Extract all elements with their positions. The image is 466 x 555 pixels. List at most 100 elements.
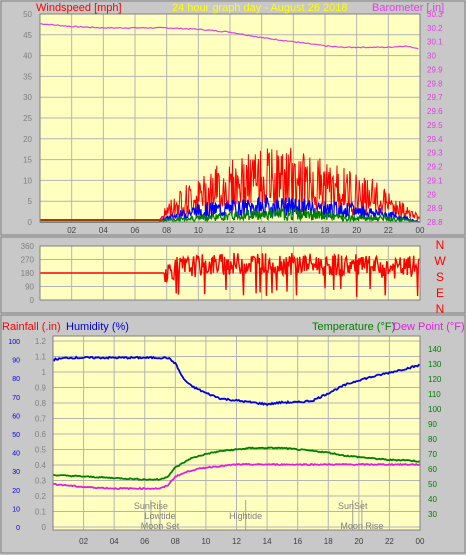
barometer-tick-label: 29.6 [427,107,443,116]
direction-plot-border [39,245,421,301]
event-label: Moon Set [141,521,180,531]
wind-x-tick-label: 08 [162,226,171,235]
humidity-tick-label: 60 [12,413,20,420]
barometer-tick-label: 29 [427,190,436,199]
humidity-label: Humidity (%) [66,321,129,333]
temperature-tick-label: 110 [428,390,441,399]
climate-x-tick-label: 14 [263,537,272,546]
wind-x-tick-label: 14 [257,226,266,235]
wind-plot-border [39,13,421,223]
climate-x-tick-label: 04 [110,537,119,546]
barometer-tick-label: 30.1 [427,38,443,47]
rainfall-tick-label: 0.4 [35,461,47,470]
humidity-tick-label: 50 [12,432,20,439]
wind-y-tick-label: 15 [23,156,32,165]
humidity-tick-label: 100 [8,339,20,346]
rainfall-tick-label: 0.1 [35,508,47,517]
climate-x-tick-label: 16 [293,537,302,546]
wind-y-tick-label: 35 [23,72,32,81]
barometer-tick-label: 29.2 [427,163,443,172]
rainfall-label: Rainfall (.in) [2,321,61,333]
climate-x-tick-label: 20 [354,537,363,546]
wind-y-tick-label: 10 [23,176,32,185]
climate-x-tick-label: 00 [416,537,425,546]
barometer-tick-label: 28.9 [427,204,443,213]
wind-x-tick-label: 18 [321,226,330,235]
barometer-tick-label: 30.2 [427,24,443,33]
barometer-tick-label: 29.4 [427,135,443,144]
barometer-tick-label: 29.8 [427,79,443,88]
wind-x-tick-label: 04 [99,226,108,235]
rainfall-tick-label: 1.2 [35,337,47,346]
wind-chart-group: 02 04 06 08 10 12 14 16 18 20 22 000510152025303540… [23,10,443,235]
temperature-tick-label: 90 [428,420,437,429]
humidity-tick-label: 80 [12,376,20,383]
temperature-tick-label: 130 [428,360,442,369]
humidity-tick-label: 40 [12,451,20,458]
barometer-tick-label: 30 [427,52,436,61]
wind-x-tick-label: 16 [289,226,298,235]
wind-y-tick-label: 25 [23,114,32,123]
rainfall-tick-label: 1 [42,368,47,377]
temperature-tick-label: 120 [428,375,442,384]
windspeed-label: Windspeed [mph] [36,2,122,14]
direction-y-tick-label: 0 [30,296,35,305]
rainfall-tick-label: 0.3 [35,477,47,486]
humidity-tick-label: 20 [12,488,20,495]
rainfall-tick-label: 0.8 [35,399,47,408]
wind-y-tick-label: 40 [23,52,32,61]
wind-y-tick-label: 5 [28,197,33,206]
dewpoint-label: Dew Point (°F) [393,321,465,333]
humidity-tick-label: 90 [12,358,20,365]
barometer-line [39,23,419,50]
barometer-tick-label: 29.1 [427,176,443,185]
wind-y-tick-label: 0 [28,218,33,227]
compass-letter: N [436,238,445,252]
barometer-tick-label: 28.8 [427,218,443,227]
wind-x-tick-label: 12 [226,226,235,235]
temperature-tick-label: 40 [428,495,437,504]
rainfall-tick-label: 0.5 [35,446,47,455]
direction-y-tick-label: 180 [21,269,35,278]
temperature-tick-label: 80 [428,435,437,444]
climate-x-tick-label: 06 [140,537,149,546]
compass-letter: E [436,286,444,300]
climate-x-tick-label: 12 [232,537,241,546]
temperature-label: Temperature (°F) [312,321,395,333]
humidity-tick-label: 0 [16,525,20,532]
barometer-label: Barometer [.in] [372,2,444,14]
rainfall-tick-label: 1.1 [35,353,47,362]
climate-x-tick-label: 02 [79,537,88,546]
humidity-tick-label: 70 [12,395,20,402]
rainfall-tick-label: 0.6 [35,430,47,439]
wind-x-tick-label: 06 [131,226,140,235]
direction-y-tick-label: 270 [21,256,35,265]
barometer-tick-label: 29.9 [427,65,443,74]
climate-x-tick-label: 22 [385,537,394,546]
compass-letter: W [434,254,446,268]
humidity-tick-label: 30 [12,469,20,476]
direction-chart-group: 0 90 180 270 360 [21,242,421,305]
event-label: SunRise [134,501,168,511]
event-label: Hightide [229,511,262,521]
compass-letter: N [436,302,445,316]
compass-letter: S [436,270,444,284]
temperature-tick-label: 70 [428,450,437,459]
barometer-tick-label: 29.7 [427,93,443,102]
climate-x-tick-label: 10 [201,537,210,546]
rainfall-tick-label: 0.2 [35,492,47,501]
direction-y-tick-label: 90 [25,283,34,292]
barometer-tick-label: 30.3 [427,10,443,19]
rainfall-tick-label: 0 [42,523,47,532]
direction-y-tick-label: 360 [21,242,35,251]
climate-plot-border [52,335,421,531]
temperature-tick-label: 50 [428,480,437,489]
wind-y-tick-label: 45 [23,31,32,40]
wind-x-tick-label: 22 [384,226,393,235]
wind-y-tick-label: 30 [23,93,32,102]
climate-x-tick-label: 18 [324,537,333,546]
humidity-line [52,355,421,407]
chart-title: 24 hour graph day - August 26 2018 [172,2,348,14]
